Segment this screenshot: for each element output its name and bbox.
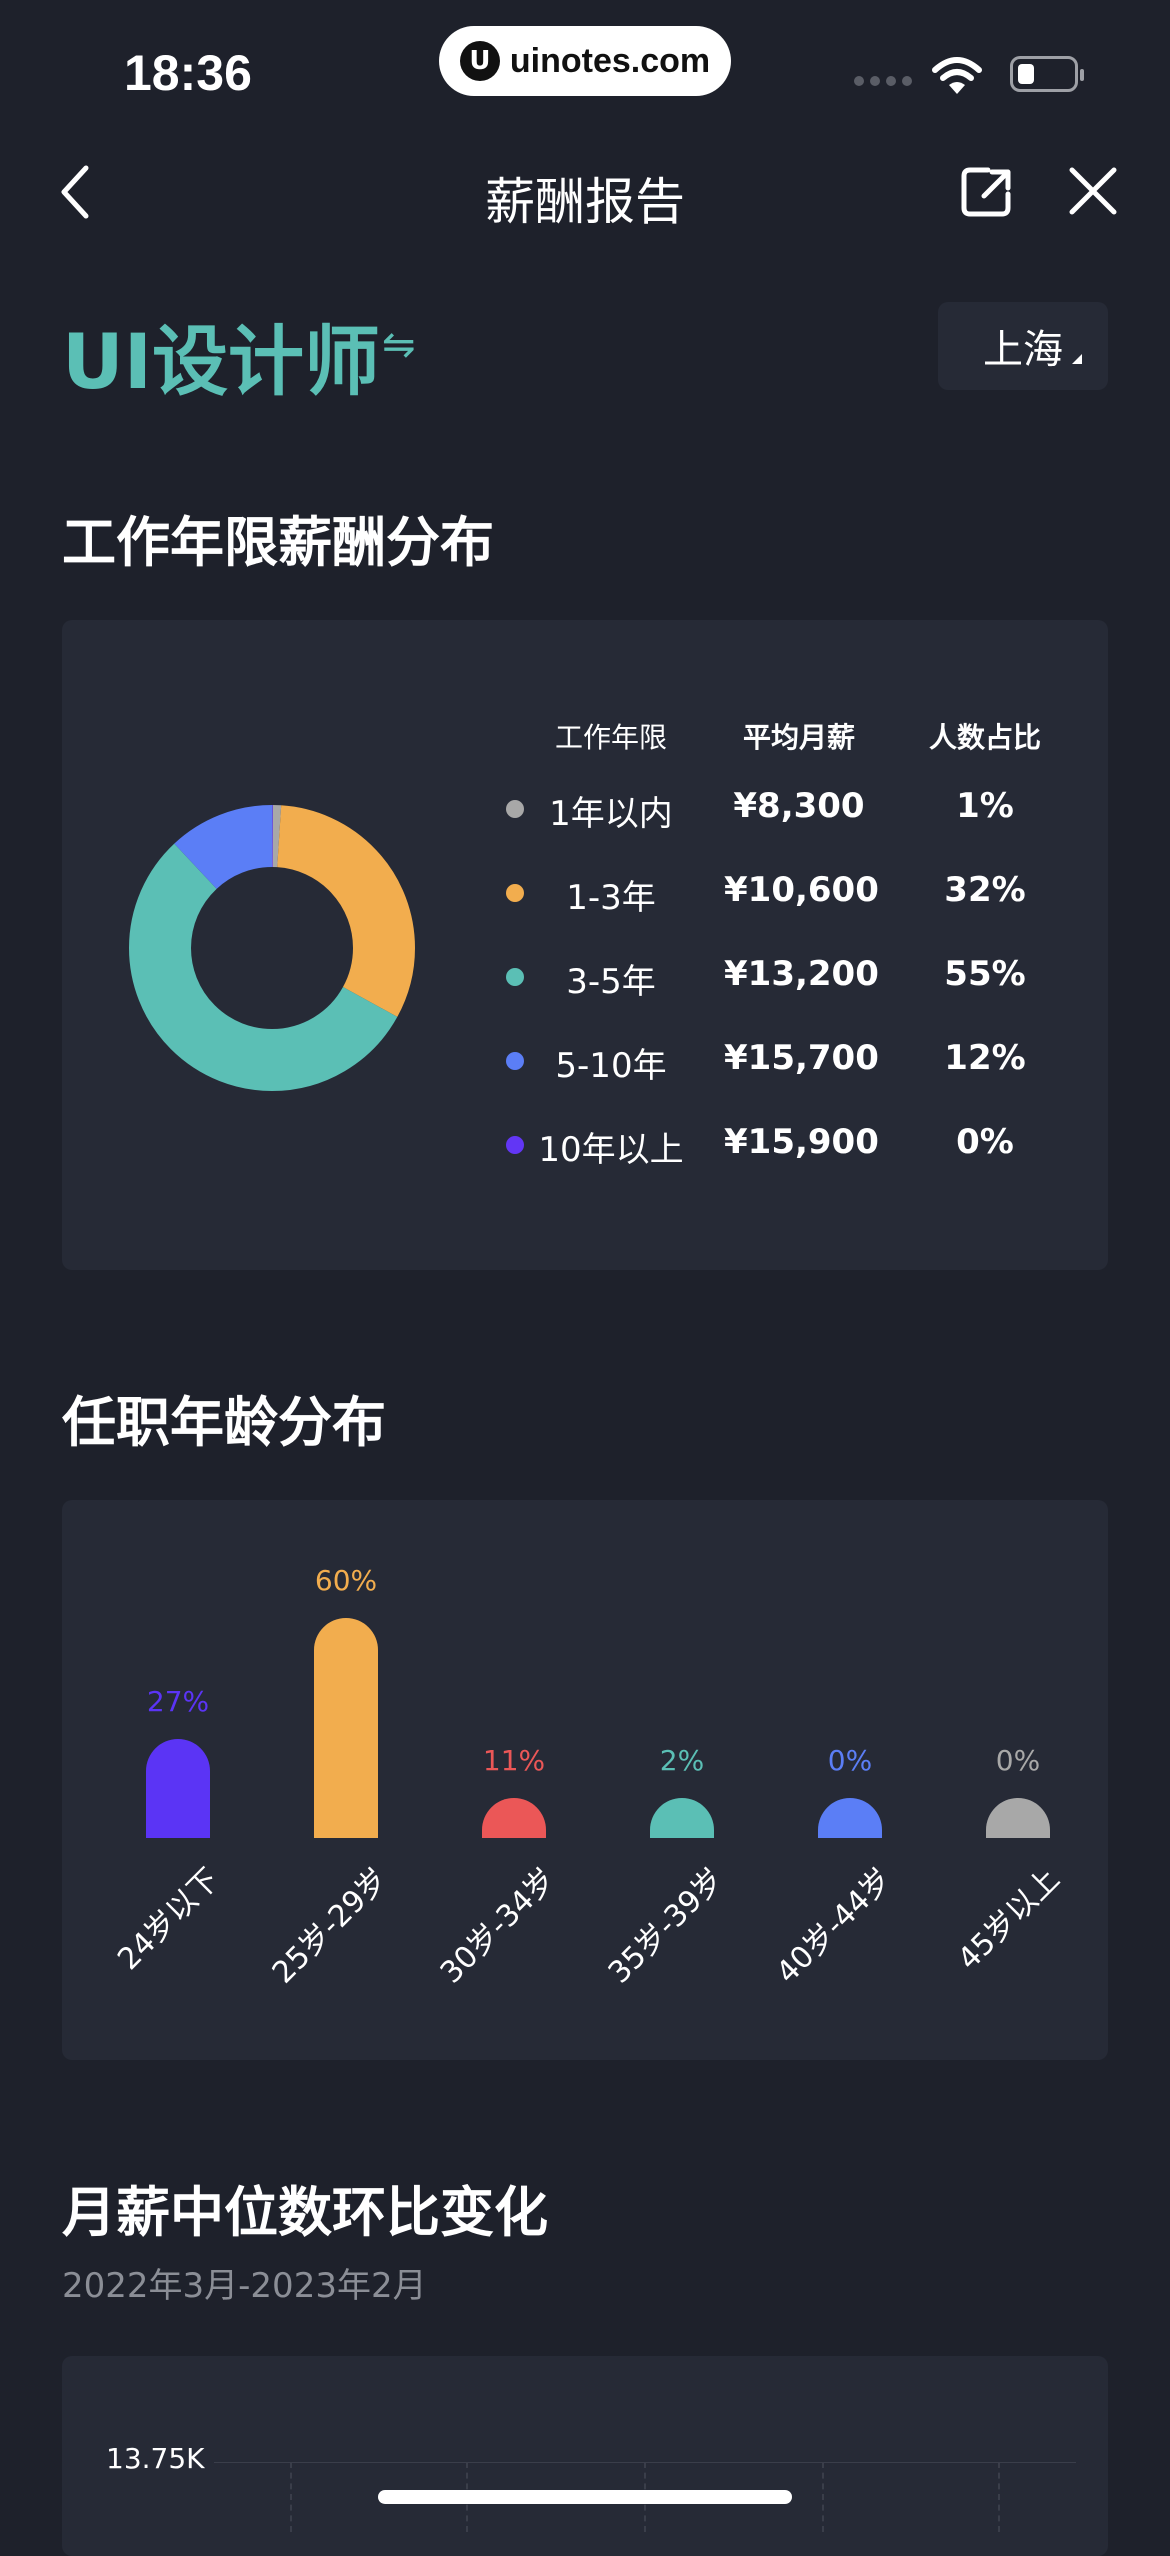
age-bar [986,1798,1050,1838]
experience-share: 0% [956,1122,1014,1162]
age-section-title: 任职年龄分布 [62,1391,386,1454]
legend-dot [506,884,524,902]
experience-label: 3-5年 [566,962,656,1002]
age-bar-category: 40岁-44岁 [769,1861,899,1991]
experience-salary: ¥15,700 [724,1038,879,1078]
experience-label: 1年以内 [549,794,673,834]
age-card: 27% 24岁以下 60% 25岁-29岁 11% 30岁-34岁 2% 35岁-39岁 0% 4… [62,1500,1108,2060]
experience-section-title: 工作年限薪酬分布 [62,511,494,574]
experience-card: 工作年限 平均月薪 人数占比 1年以内 ¥8,300 1% 1-3年 ¥10,600 32… [62,620,1108,1270]
experience-donut-chart [129,805,415,1091]
page-title: 薪酬报告 [485,173,685,231]
job-title: UI设计师 [62,317,380,406]
legend-dot [506,1052,524,1070]
wifi-icon [932,57,982,94]
age-bar-value: 0% [827,1744,873,1777]
donut-slice [129,805,415,1091]
close-icon[interactable] [1068,166,1118,216]
share-icon[interactable] [958,164,1014,220]
gridline [290,2462,293,2532]
y-axis-top-label: 13.75K [106,2442,205,2475]
age-bar-category: 25岁-29岁 [265,1861,395,1991]
experience-share: 32% [944,870,1026,910]
header-share: 人数占比 [928,721,1041,754]
experience-salary: ¥13,200 [724,954,879,994]
legend-dot [506,1136,524,1154]
trend-period: 2022年3月-2023年2月 [62,2266,427,2306]
signal-icon [854,76,912,86]
experience-share: 1% [956,786,1014,826]
age-bar-category: 35岁-39岁 [601,1861,731,1991]
experience-label: 1-3年 [566,878,656,918]
legend-dot [506,968,524,986]
age-bar [818,1798,882,1838]
age-bar [650,1798,714,1838]
status-time: 18:36 [124,45,252,101]
trend-section-title: 月薪中位数环比变化 [62,2181,548,2244]
back-icon[interactable] [56,162,96,222]
header-salary: 平均月薪 [742,721,855,754]
age-bar-value: 27% [146,1685,210,1718]
age-bar-value: 11% [482,1743,546,1777]
age-bar [482,1797,546,1838]
experience-label: 10年以上 [538,1130,684,1170]
age-bar-category: 30岁-34岁 [433,1861,563,1991]
experience-label: 5-10年 [555,1046,667,1086]
experience-share: 12% [944,1038,1026,1078]
experience-share: 55% [944,954,1026,994]
donut-slice [129,805,415,1091]
age-bar-category: 45岁以上 [951,1861,1067,1978]
age-bar-value: 0% [995,1744,1041,1777]
city-label: 上海 [983,327,1063,373]
age-bar-category: 24岁以下 [111,1861,227,1978]
legend-dot [506,800,524,818]
gridline [822,2462,825,2532]
experience-salary: ¥15,900 [724,1122,879,1162]
age-bar [146,1739,210,1838]
url-pill: U uinotes.com [439,26,731,96]
city-select[interactable]: 上海 [938,302,1108,390]
experience-salary: ¥8,300 [733,786,865,826]
donut-slice [129,805,415,1091]
url-text: uinotes.com [509,41,711,80]
caret-icon [1072,354,1082,364]
home-indicator [378,2490,792,2504]
battery-icon [1010,56,1084,92]
experience-salary: ¥10,600 [724,870,879,910]
age-bar-value: 60% [314,1564,378,1597]
age-bar-value: 2% [659,1744,705,1777]
trend-card [62,2356,1108,2556]
header-years: 工作年限 [554,721,667,754]
age-bar [314,1618,378,1838]
site-logo-icon: U [459,41,500,81]
swap-icon[interactable]: ⇋ [382,322,416,368]
gridline [998,2462,1001,2532]
